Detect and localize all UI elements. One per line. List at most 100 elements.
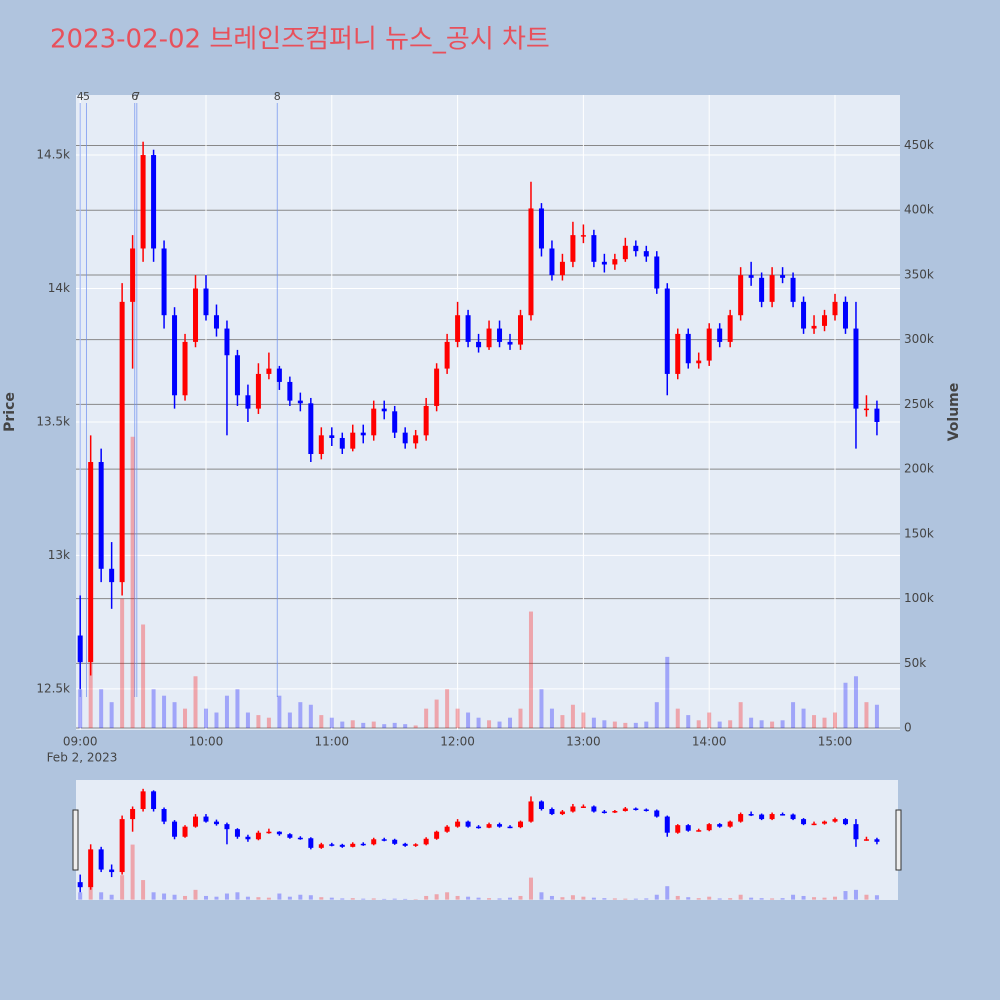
mini-volume-bar: [424, 895, 429, 900]
volume-bar: [287, 712, 292, 729]
mini-volume-bar: [266, 897, 271, 900]
candle-body: [161, 248, 167, 316]
candle-body: [643, 251, 649, 257]
mini-candle-body: [276, 831, 282, 835]
candle-body: [308, 403, 314, 455]
mini-volume-bar: [644, 898, 649, 900]
mini-candle-body: [88, 849, 94, 888]
x-tick-label: 11:00: [314, 735, 349, 749]
mini-candle-body: [528, 801, 534, 822]
volume-bar: [633, 722, 638, 729]
volume-bar: [508, 717, 513, 729]
slider-handle[interactable]: [72, 809, 79, 871]
volume-bar: [644, 721, 649, 729]
mini-candle-body: [444, 826, 450, 832]
volume-bar: [518, 708, 523, 729]
mini-candle-body: [717, 824, 723, 827]
candle-body: [748, 275, 754, 278]
event-label: 4: [77, 90, 84, 103]
volume-bar: [874, 704, 879, 729]
mini-candle-body: [245, 836, 251, 840]
volume-bar: [707, 712, 712, 729]
candle-body: [727, 315, 733, 342]
mini-volume-bar: [602, 898, 607, 900]
candle-body: [109, 568, 115, 583]
mini-volume-bar: [308, 895, 313, 900]
candle-body: [434, 368, 440, 406]
slider-handle[interactable]: [895, 809, 902, 871]
mini-candle-body: [601, 811, 607, 814]
volume-bar: [602, 720, 607, 729]
x-date-label: Feb 2, 2023: [47, 751, 118, 765]
candle-body: [98, 462, 104, 569]
candle-body: [664, 288, 670, 374]
candle-body: [738, 275, 744, 316]
volume-bar: [371, 721, 376, 729]
volume-bar: [203, 708, 208, 729]
mini-candle-body: [224, 824, 230, 830]
mini-candle-body: [287, 834, 293, 838]
mini-volume-bar: [812, 897, 817, 900]
mini-volume-bar: [455, 895, 460, 900]
candle-body: [360, 432, 366, 436]
volume-bar: [455, 708, 460, 729]
mini-candle-body: [853, 824, 859, 840]
mini-volume-bar: [214, 896, 219, 900]
mini-candle-body: [685, 825, 691, 831]
candle-body: [790, 277, 796, 302]
volume-bar: [791, 702, 796, 729]
mini-volume-bar: [874, 895, 879, 900]
chart-title: 2023-02-02 브레인즈컴퍼니 뉴스_공시 차트: [50, 25, 550, 55]
candle-body: [402, 432, 408, 444]
mini-volume-bar: [591, 897, 596, 900]
mini-candle-body: [434, 831, 440, 839]
candle-body: [193, 288, 199, 342]
candle-body: [224, 328, 230, 356]
mini-candle-body: [570, 806, 576, 812]
mini-candle-body: [497, 824, 503, 827]
candle-body: [339, 437, 345, 449]
mini-candle-body: [622, 808, 628, 812]
mini-candle-body: [109, 869, 115, 873]
mini-volume-bar: [329, 897, 334, 900]
mini-volume-bar: [130, 844, 135, 900]
volume-bar: [696, 720, 701, 729]
y-tick-label: 13.5k: [36, 414, 70, 428]
mini-candle-body: [161, 809, 167, 822]
mini-candle-body: [151, 791, 157, 810]
mini-volume-bar: [791, 894, 796, 900]
candle-body: [717, 328, 723, 342]
x-tick-label: 14:00: [692, 735, 727, 749]
candle-body: [706, 328, 712, 361]
candle-body: [601, 261, 607, 265]
volume-bar: [770, 721, 775, 729]
candle-body: [549, 248, 555, 276]
mini-volume-bar: [287, 896, 292, 900]
mini-candle-body: [423, 838, 429, 845]
mini-candle-body: [193, 816, 199, 827]
volume-bar: [277, 695, 282, 729]
event-label: 7: [133, 90, 140, 103]
volume-bar: [392, 722, 397, 729]
volume-bar: [350, 720, 355, 729]
volume-bar: [340, 721, 345, 729]
mini-volume-bar: [623, 898, 628, 900]
event-label: 6: [131, 90, 138, 103]
y2-tick-label: 0: [904, 721, 912, 735]
mini-volume-bar: [508, 897, 513, 900]
volume-bar: [413, 725, 418, 729]
candle-body: [172, 315, 178, 396]
mini-volume-bar: [256, 897, 261, 900]
mini-volume-bar: [853, 889, 858, 900]
candle-body: [151, 155, 157, 249]
volume-bar: [833, 712, 838, 729]
range-slider[interactable]: [76, 780, 898, 900]
volume-bar: [109, 702, 114, 729]
mini-volume-bar: [570, 895, 575, 900]
mini-volume-bar: [864, 894, 869, 900]
candle-body: [287, 381, 293, 401]
mini-candle-body: [612, 811, 618, 813]
candle-body: [88, 462, 94, 663]
mini-candle-body: [392, 839, 398, 844]
volume-bar: [183, 708, 188, 729]
